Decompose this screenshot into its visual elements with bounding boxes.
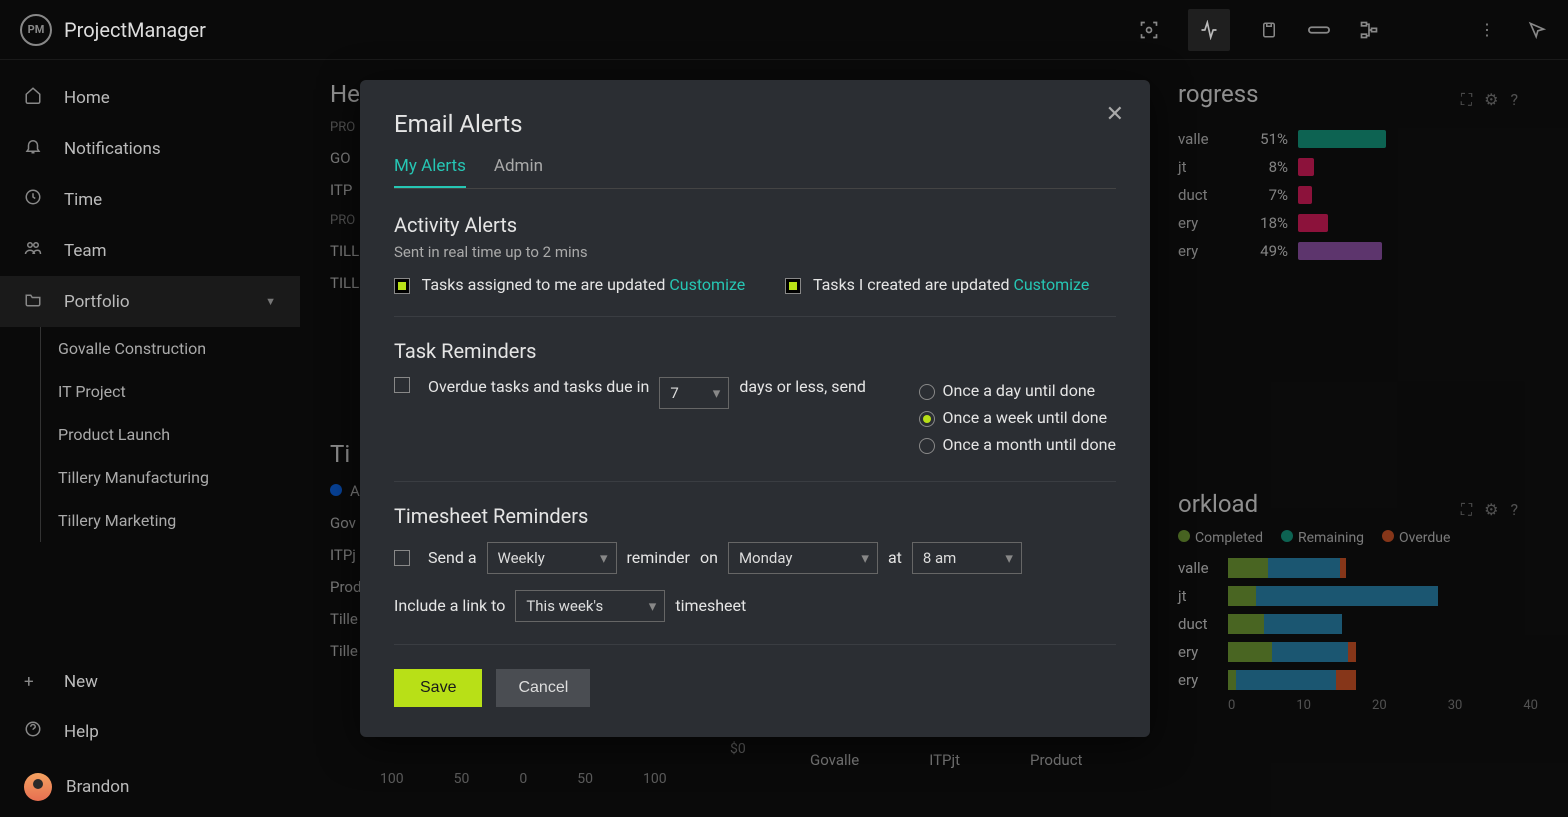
day-select[interactable]: Monday <box>728 542 878 574</box>
activity-icon[interactable] <box>1188 9 1230 51</box>
sidebar-item-label: Help <box>64 722 99 742</box>
radio-option[interactable]: Once a week until done <box>919 404 1116 431</box>
task-text1: Overdue tasks and tasks due in <box>428 377 649 396</box>
scan-icon[interactable] <box>1138 19 1160 41</box>
activity-opt1[interactable]: Tasks assigned to me are updated Customi… <box>394 275 745 294</box>
folder-icon <box>24 290 48 313</box>
customize-link-2[interactable]: Customize <box>1013 275 1089 294</box>
chevron-down-icon: ▼ <box>265 295 276 308</box>
sidebar-sub-product[interactable]: Product Launch <box>0 413 300 456</box>
more-icon[interactable]: ⋮ <box>1476 19 1498 41</box>
checkbox-opt2[interactable] <box>785 278 801 294</box>
sidebar-item-label: Time <box>64 190 102 210</box>
customize-link-1[interactable]: Customize <box>669 275 745 294</box>
team-icon <box>24 239 48 262</box>
clock-icon <box>24 188 48 211</box>
activity-sub: Sent in real time up to 2 mins <box>394 243 1116 261</box>
days-select[interactable]: 7 <box>659 377 729 409</box>
app-title: ProjectManager <box>64 18 206 42</box>
sidebar-item-new[interactable]: + New <box>0 658 300 706</box>
sidebar-item-label: New <box>64 672 98 692</box>
save-button[interactable]: Save <box>394 669 482 707</box>
plus-icon: + <box>24 672 48 692</box>
cancel-button[interactable]: Cancel <box>496 669 590 707</box>
home-icon <box>24 86 48 109</box>
email-alerts-modal: ✕ Email Alerts My Alerts Admin Activity … <box>360 80 1150 737</box>
username: Brandon <box>66 777 129 797</box>
frequency-radio-group: Once a day until doneOnce a week until d… <box>919 377 1116 459</box>
topbar-icons: ⋮ <box>1138 9 1548 51</box>
help-icon <box>24 720 48 743</box>
sidebar-item-label: Portfolio <box>64 292 130 312</box>
cursor-icon[interactable] <box>1526 19 1548 41</box>
flow-icon[interactable] <box>1358 19 1380 41</box>
time-select[interactable]: 8 am <box>912 542 1022 574</box>
task-heading: Task Reminders <box>394 339 1116 363</box>
which-select[interactable]: This week's <box>515 590 665 622</box>
tab-admin[interactable]: Admin <box>494 156 543 188</box>
freq-select[interactable]: Weekly <box>487 542 617 574</box>
sidebar-sub-govalle[interactable]: Govalle Construction <box>0 327 300 370</box>
activity-opt2[interactable]: Tasks I created are updated Customize <box>785 275 1089 294</box>
sidebar-item-team[interactable]: Team <box>0 225 300 276</box>
sidebar-item-home[interactable]: Home <box>0 72 300 123</box>
bell-icon <box>24 137 48 160</box>
sidebar-item-label: Notifications <box>64 139 161 159</box>
sidebar-item-help[interactable]: Help <box>0 706 300 757</box>
sidebar: Home Notifications Time Team Portfolio ▼… <box>0 60 300 817</box>
radio-option[interactable]: Once a month until done <box>919 431 1116 458</box>
avatar <box>24 773 52 801</box>
checkbox-timesheet[interactable] <box>394 550 410 566</box>
sidebar-item-portfolio[interactable]: Portfolio ▼ <box>0 276 300 327</box>
sidebar-item-notifications[interactable]: Notifications <box>0 123 300 174</box>
modal-title: Email Alerts <box>394 110 1116 138</box>
modal-tabs: My Alerts Admin <box>394 156 1116 189</box>
radio-option[interactable]: Once a day until done <box>919 377 1116 404</box>
sidebar-user[interactable]: Brandon <box>0 757 300 817</box>
checkbox-opt1[interactable] <box>394 278 410 294</box>
logo: PM <box>20 14 52 46</box>
sidebar-item-label: Team <box>64 241 107 261</box>
checkbox-overdue[interactable] <box>394 377 410 393</box>
clipboard-icon[interactable] <box>1258 19 1280 41</box>
sidebar-sub-tillerymktg[interactable]: Tillery Marketing <box>0 499 300 542</box>
sidebar-sub-tillerymfg[interactable]: Tillery Manufacturing <box>0 456 300 499</box>
close-icon[interactable]: ✕ <box>1106 102 1124 127</box>
task-text2: days or less, send <box>739 377 866 396</box>
sidebar-sub-it[interactable]: IT Project <box>0 370 300 413</box>
sidebar-item-time[interactable]: Time <box>0 174 300 225</box>
timesheet-heading: Timesheet Reminders <box>394 504 1116 528</box>
sidebar-item-label: Home <box>64 88 110 108</box>
tab-my-alerts[interactable]: My Alerts <box>394 156 466 188</box>
topbar: PM ProjectManager ⋮ <box>0 0 1568 60</box>
link-icon[interactable] <box>1308 19 1330 41</box>
activity-heading: Activity Alerts <box>394 213 1116 237</box>
